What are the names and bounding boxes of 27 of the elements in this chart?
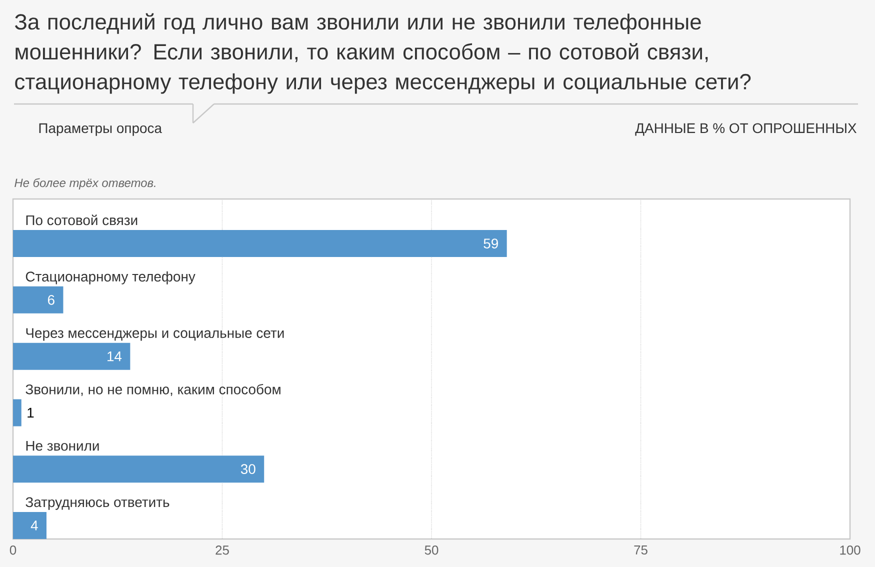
y-tick-label: По сотовой связи — [26, 214, 138, 226]
bar — [13, 399, 22, 426]
bar — [13, 512, 46, 539]
bar — [13, 456, 264, 483]
bar — [13, 286, 64, 314]
chart-title: За последний год лично вам звонили или не звонили телефонные мошенники? Если звонили, то каким способом – по сотовой связи, стационарному телефону или через мессенджеры и социальные сети? — [14, 13, 751, 94]
bar — [13, 230, 507, 258]
data-label: 30 — [240, 464, 256, 474]
x-tick-label: 100 — [840, 546, 860, 555]
y-tick-label: Через мессенджеры и социальные сети — [26, 328, 284, 341]
y-tick-label: Звонили, но не помню, каким способом — [26, 384, 280, 396]
y-tick-label: Не звонили — [26, 440, 99, 451]
text: Параметры опроса — [39, 123, 162, 136]
data-label: 1 — [28, 408, 34, 418]
x-tick-label: 0 — [10, 546, 16, 555]
data-label: 59 — [484, 238, 498, 248]
bar — [13, 342, 130, 370]
x-tick-label: 50 — [424, 546, 438, 555]
chart-subtitle: ДАННЫЕ В % ОТ ОПРОШЕННЫХ — [635, 123, 857, 136]
data-label: 6 — [48, 294, 54, 305]
y-tick-label: Затрудняюсь ответить — [26, 497, 170, 510]
x-tick-label: 25 — [216, 546, 229, 555]
data-label: 14 — [108, 352, 122, 362]
y-tick-label: Стационарному телефону — [26, 271, 196, 284]
x-tick-label: 75 — [634, 546, 648, 555]
text: Не более трёх ответов. — [14, 178, 156, 190]
data-label: 4 — [30, 520, 38, 530]
